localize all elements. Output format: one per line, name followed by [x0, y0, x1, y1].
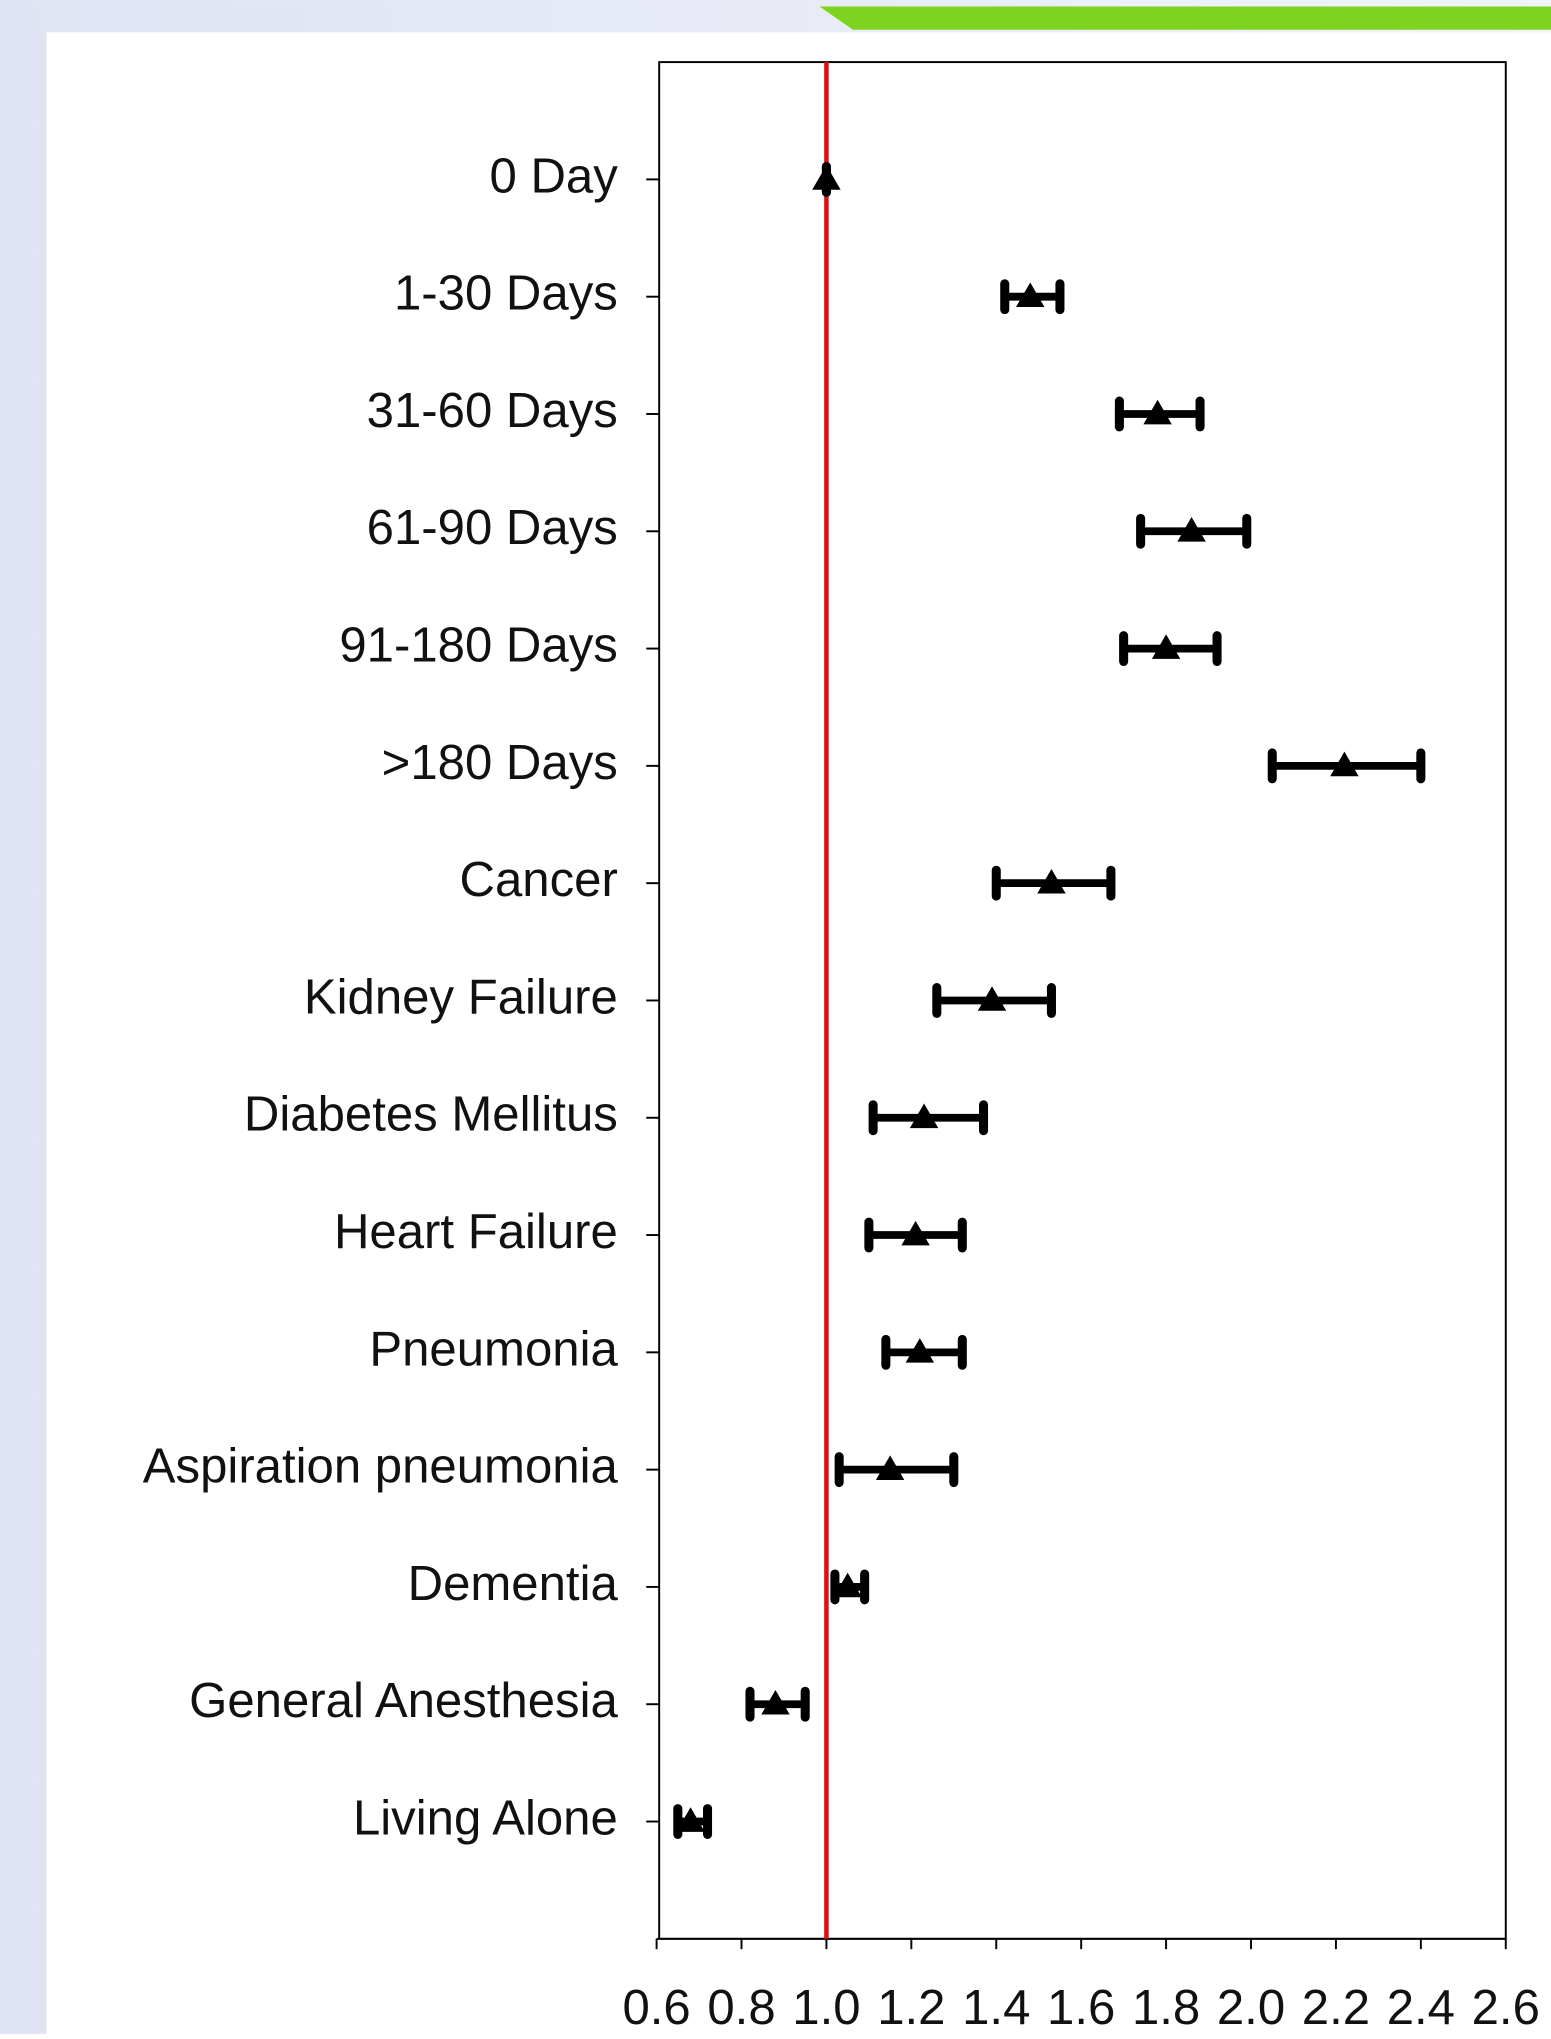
x-tick-label: 1.0 — [792, 1981, 860, 2034]
point-estimate — [833, 1572, 862, 1598]
point-estimate — [905, 1338, 935, 1363]
x-tick-label: 2.2 — [1302, 1981, 1370, 2034]
point-estimate — [1330, 751, 1359, 777]
y-tick-label: 61-90 Days — [367, 501, 618, 555]
point-estimate — [1143, 399, 1172, 425]
y-tick-label: >180 Days — [382, 736, 618, 790]
point-estimate — [761, 1690, 790, 1715]
y-tick-label: Dementia — [408, 1557, 619, 1611]
y-tick-label: 91-180 Days — [339, 619, 617, 673]
x-tick-label: 1.8 — [1132, 1981, 1200, 2034]
y-tick-label: Pneumonia — [369, 1322, 618, 1376]
point-estimate — [1037, 868, 1066, 894]
y-tick-label: Heart Failure — [334, 1205, 618, 1259]
y-tick-label: 1-30 Days — [394, 267, 618, 321]
y-tick-label: General Anesthesia — [189, 1674, 618, 1728]
y-tick-label: Living Alone — [353, 1791, 618, 1845]
point-estimate — [812, 165, 841, 190]
y-tick-label: 31-60 Days — [367, 384, 618, 438]
y-tick-label: Diabetes Mellitus — [244, 1088, 618, 1142]
y-tick-label: Cancer — [460, 853, 618, 907]
x-tick-label: 1.6 — [1047, 1981, 1115, 2034]
x-tick-label: 0.8 — [707, 1981, 775, 2034]
point-estimate — [676, 1807, 705, 1832]
accent-bar — [819, 6, 1551, 30]
y-tick-label: Kidney Failure — [304, 970, 618, 1024]
point-estimate — [909, 1103, 939, 1129]
point-estimate — [901, 1220, 930, 1246]
x-tick-label: 2.0 — [1217, 1981, 1285, 2034]
point-estimate — [1177, 517, 1206, 542]
x-tick-label: 1.4 — [962, 1981, 1030, 2034]
point-estimate — [1151, 634, 1181, 659]
point-estimate — [1016, 282, 1045, 308]
x-tick-label: 1.2 — [877, 1981, 945, 2034]
point-estimate — [875, 1455, 905, 1480]
y-tick-label: Aspiration pneumonia — [143, 1440, 619, 1494]
x-tick-label: 2.4 — [1387, 1981, 1455, 2034]
slide-area — [46, 32, 1551, 2034]
y-tick-label: 0 Day — [490, 149, 619, 203]
x-tick-label: 0.6 — [622, 1981, 690, 2034]
x-tick-label: 2.6 — [1472, 1981, 1540, 2034]
point-estimate — [977, 986, 1007, 1011]
